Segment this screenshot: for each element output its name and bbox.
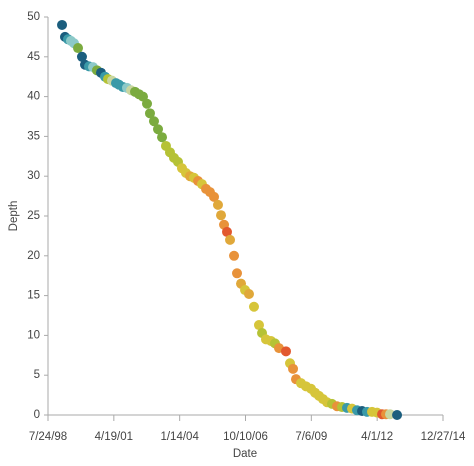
data-point xyxy=(144,108,155,119)
y-tick-label: 10 xyxy=(27,329,40,341)
x-axis-label: Date xyxy=(233,448,257,460)
x-tick-label: 7/6/09 xyxy=(295,431,327,443)
data-point xyxy=(76,51,87,62)
y-tick-label: 35 xyxy=(27,130,40,142)
data-point xyxy=(142,98,153,109)
x-tick-label: 12/27/14 xyxy=(421,431,466,443)
x-tick-label: 10/10/06 xyxy=(223,431,268,443)
data-point xyxy=(280,346,291,357)
data-point xyxy=(225,234,236,245)
data-point xyxy=(253,320,264,331)
y-axis-label: Depth xyxy=(8,201,20,232)
y-tick-label: 20 xyxy=(27,250,40,262)
data-point xyxy=(209,191,220,202)
y-tick-label: 45 xyxy=(27,51,40,63)
data-point xyxy=(216,210,227,221)
data-point xyxy=(212,199,223,210)
y-tick-label: 15 xyxy=(27,290,40,302)
data-point xyxy=(153,124,164,135)
data-point xyxy=(157,132,168,143)
data-point xyxy=(148,116,159,127)
data-point xyxy=(232,268,243,279)
y-tick-label: 50 xyxy=(27,11,40,23)
data-point xyxy=(222,226,233,237)
x-tick-label: 1/14/04 xyxy=(160,431,199,443)
data-point xyxy=(288,363,299,374)
y-tick-label: 40 xyxy=(27,91,40,103)
data-point xyxy=(243,289,254,300)
x-tick-label: 4/1/12 xyxy=(361,431,393,443)
data-point xyxy=(57,19,68,30)
data-point xyxy=(392,410,403,420)
y-tick-label: 30 xyxy=(27,170,40,182)
x-tick-label: 4/19/01 xyxy=(95,431,133,443)
y-tick-label: 5 xyxy=(34,369,40,381)
x-tick-label: 7/24/98 xyxy=(29,431,67,443)
y-tick-label: 25 xyxy=(27,210,40,222)
data-point xyxy=(73,43,84,54)
y-tick-label: 0 xyxy=(34,409,40,421)
data-point xyxy=(229,250,240,261)
data-point xyxy=(248,301,259,312)
